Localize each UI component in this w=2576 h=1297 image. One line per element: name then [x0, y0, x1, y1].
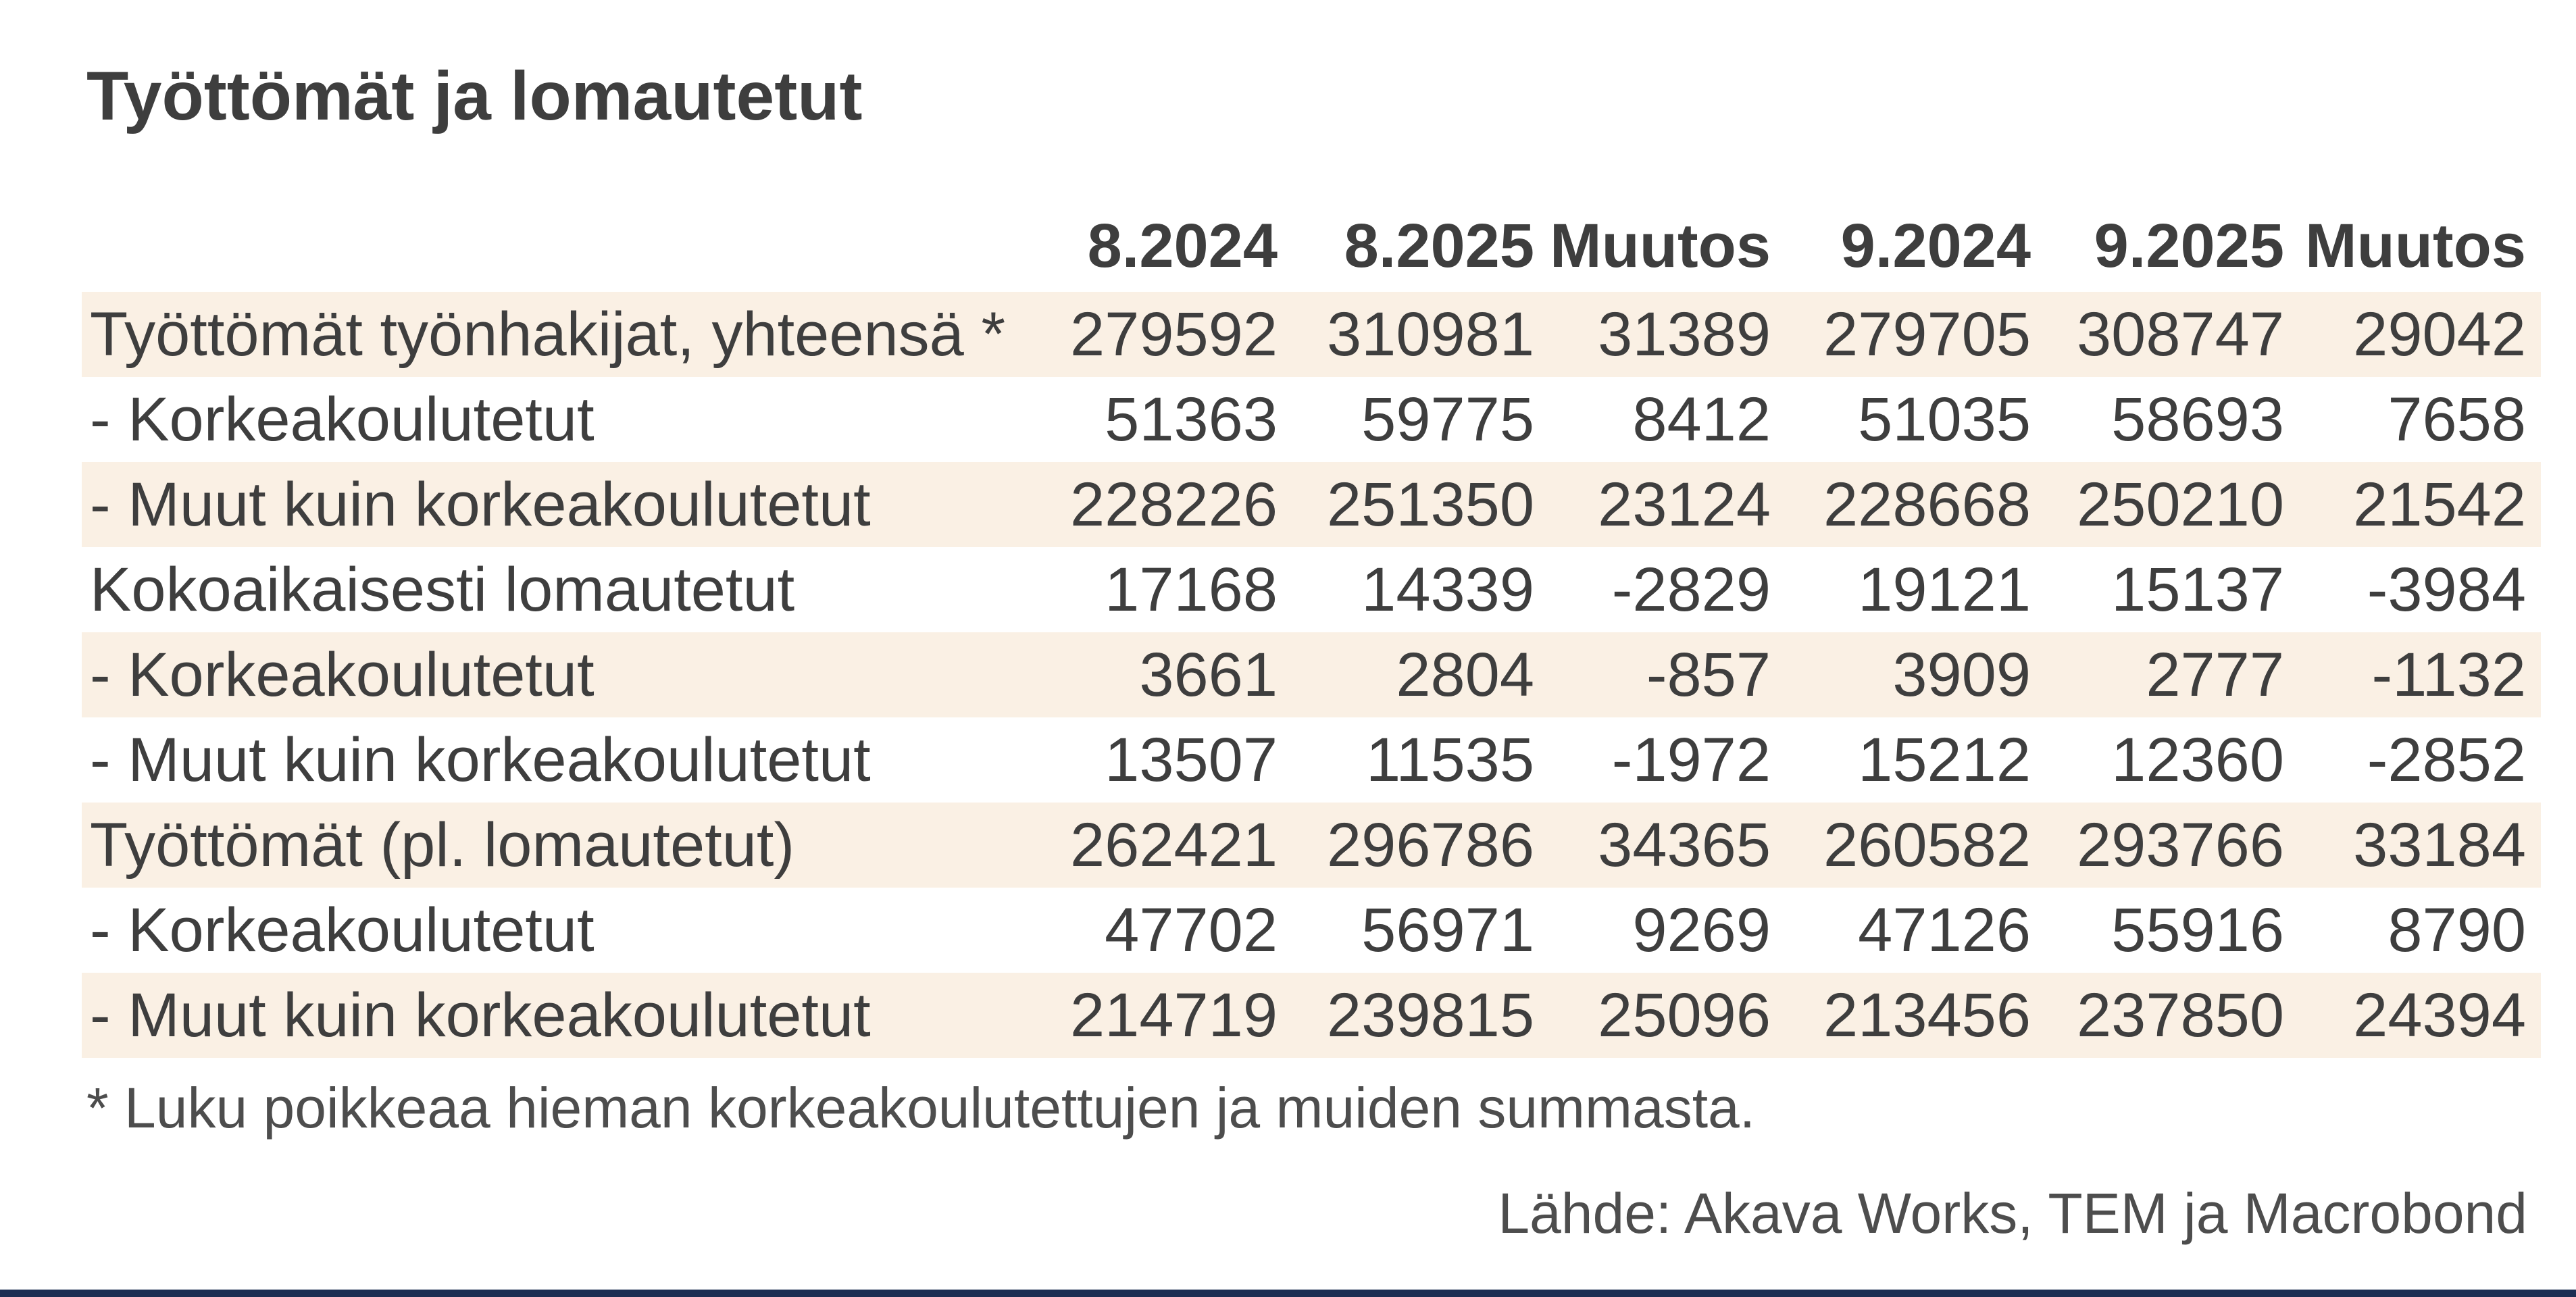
value-cell: 25096	[1598, 981, 1771, 1050]
value-cell: 14339	[1361, 555, 1534, 624]
row-label: - Muut kuin korkeakoulutetut	[90, 470, 871, 539]
row-label: Kokoaikaisesti lomautetut	[90, 555, 795, 624]
value-cell: 51363	[1105, 385, 1278, 454]
table-body: Työttömät työnhakijat, yhteensä * 279592 3…	[82, 292, 2541, 1058]
column-header: 8.2024	[1087, 211, 1278, 280]
value-cell: 8412	[1632, 385, 1771, 454]
table-row: - Korkeakoulutetut 3661 2804 -857 3909 2777 -1…	[82, 632, 2541, 717]
value-cell: 3661	[1139, 640, 1278, 709]
value-cell: 11535	[1365, 726, 1534, 794]
value-cell: 59775	[1361, 385, 1534, 454]
table-header-row: 8.2024 8.2025 Muutos 9.2024 9.2025 Muutos	[82, 181, 2541, 292]
value-cell: -2852	[2367, 726, 2526, 794]
value-cell: 15212	[1858, 726, 2031, 794]
value-cell: 3909	[1892, 640, 2031, 709]
value-cell: 13507	[1105, 726, 1278, 794]
table-row: - Muut kuin korkeakoulutetut 13507 11535 -1…	[82, 717, 2541, 803]
value-cell: -857	[1646, 640, 1771, 709]
value-cell: -2829	[1611, 555, 1771, 624]
value-cell: -3984	[2367, 555, 2526, 624]
footnote: * Luku poikkeaa hieman korkeakoulutettuj…	[86, 1076, 1756, 1140]
table-row: - Muut kuin korkeakoulutetut 214719 239815…	[82, 973, 2541, 1058]
value-cell: 213456	[1823, 981, 2031, 1050]
value-cell: 2777	[2146, 640, 2284, 709]
row-label: Työttömät (pl. lomautetut)	[90, 811, 795, 880]
value-cell: 228226	[1070, 470, 1278, 539]
row-label: - Korkeakoulutetut	[90, 896, 595, 965]
value-cell: 239815	[1327, 981, 1534, 1050]
value-cell: -1132	[2371, 640, 2526, 709]
value-cell: 279592	[1070, 300, 1278, 369]
value-cell: 2804	[1396, 640, 1534, 709]
value-cell: 58693	[2111, 385, 2284, 454]
column-header: Muutos	[1549, 211, 1771, 280]
row-label: - Korkeakoulutetut	[90, 640, 595, 709]
column-header: Muutos	[2304, 211, 2526, 280]
value-cell: 251350	[1327, 470, 1534, 539]
data-table: 8.2024 8.2025 Muutos 9.2024 9.2025 Muutos Työ…	[82, 181, 2541, 1058]
brand-accent-bar	[0, 1290, 2576, 1297]
table-row: Työttömät työnhakijat, yhteensä * 279592 3…	[82, 292, 2541, 377]
table-row: Kokoaikaisesti lomautetut 17168 14339 -2829…	[82, 547, 2541, 632]
value-cell: 228668	[1823, 470, 2031, 539]
column-header: 8.2025	[1344, 211, 1534, 280]
table-row: - Korkeakoulutetut 47702 56971 9269 47126 559…	[82, 888, 2541, 973]
value-cell: 23124	[1598, 470, 1771, 539]
table-row: - Muut kuin korkeakoulutetut 228226 251350…	[82, 462, 2541, 547]
value-cell: 33184	[2353, 811, 2526, 880]
value-cell: 250210	[2077, 470, 2284, 539]
column-header: 9.2025	[2094, 211, 2284, 280]
value-cell: 56971	[1361, 896, 1534, 965]
row-label: - Muut kuin korkeakoulutetut	[90, 726, 871, 794]
value-cell: 310981	[1327, 300, 1534, 369]
value-cell: 308747	[2077, 300, 2284, 369]
value-cell: 7658	[2388, 385, 2526, 454]
value-cell: 19121	[1858, 555, 2031, 624]
row-label: - Muut kuin korkeakoulutetut	[90, 981, 871, 1050]
value-cell: 9269	[1632, 896, 1771, 965]
value-cell: 12360	[2111, 726, 2284, 794]
value-cell: 262421	[1070, 811, 1278, 880]
chart-title: Työttömät ja lomautetut	[86, 57, 863, 134]
value-cell: 47126	[1858, 896, 2031, 965]
value-cell: 29042	[2353, 300, 2526, 369]
row-label-column-header	[82, 181, 1028, 292]
value-cell: 24394	[2353, 981, 2526, 1050]
row-label: - Korkeakoulutetut	[90, 385, 595, 454]
column-header: 9.2024	[1840, 211, 2031, 280]
value-cell: 31389	[1598, 300, 1771, 369]
value-cell: 51035	[1858, 385, 2031, 454]
value-cell: 17168	[1105, 555, 1278, 624]
table-header: 8.2024 8.2025 Muutos 9.2024 9.2025 Muutos	[82, 181, 2541, 292]
table-row: Työttömät (pl. lomautetut) 262421 296786 34…	[82, 803, 2541, 888]
value-cell: 260582	[1823, 811, 2031, 880]
value-cell: 214719	[1070, 981, 1278, 1050]
value-cell: 237850	[2077, 981, 2284, 1050]
row-label: Työttömät työnhakijat, yhteensä *	[90, 300, 1006, 369]
value-cell: 293766	[2077, 811, 2284, 880]
value-cell: 15137	[2111, 555, 2284, 624]
value-cell: 279705	[1823, 300, 2031, 369]
value-cell: 296786	[1327, 811, 1534, 880]
value-cell: 21542	[2353, 470, 2526, 539]
source-attribution: Lähde: Akava Works, TEM ja Macrobond	[1498, 1181, 2527, 1245]
value-cell: 47702	[1105, 896, 1278, 965]
value-cell: -1972	[1611, 726, 1771, 794]
value-cell: 55916	[2111, 896, 2284, 965]
table-row: - Korkeakoulutetut 51363 59775 8412 51035 586…	[82, 377, 2541, 462]
value-cell: 8790	[2388, 896, 2526, 965]
value-cell: 34365	[1598, 811, 1771, 880]
